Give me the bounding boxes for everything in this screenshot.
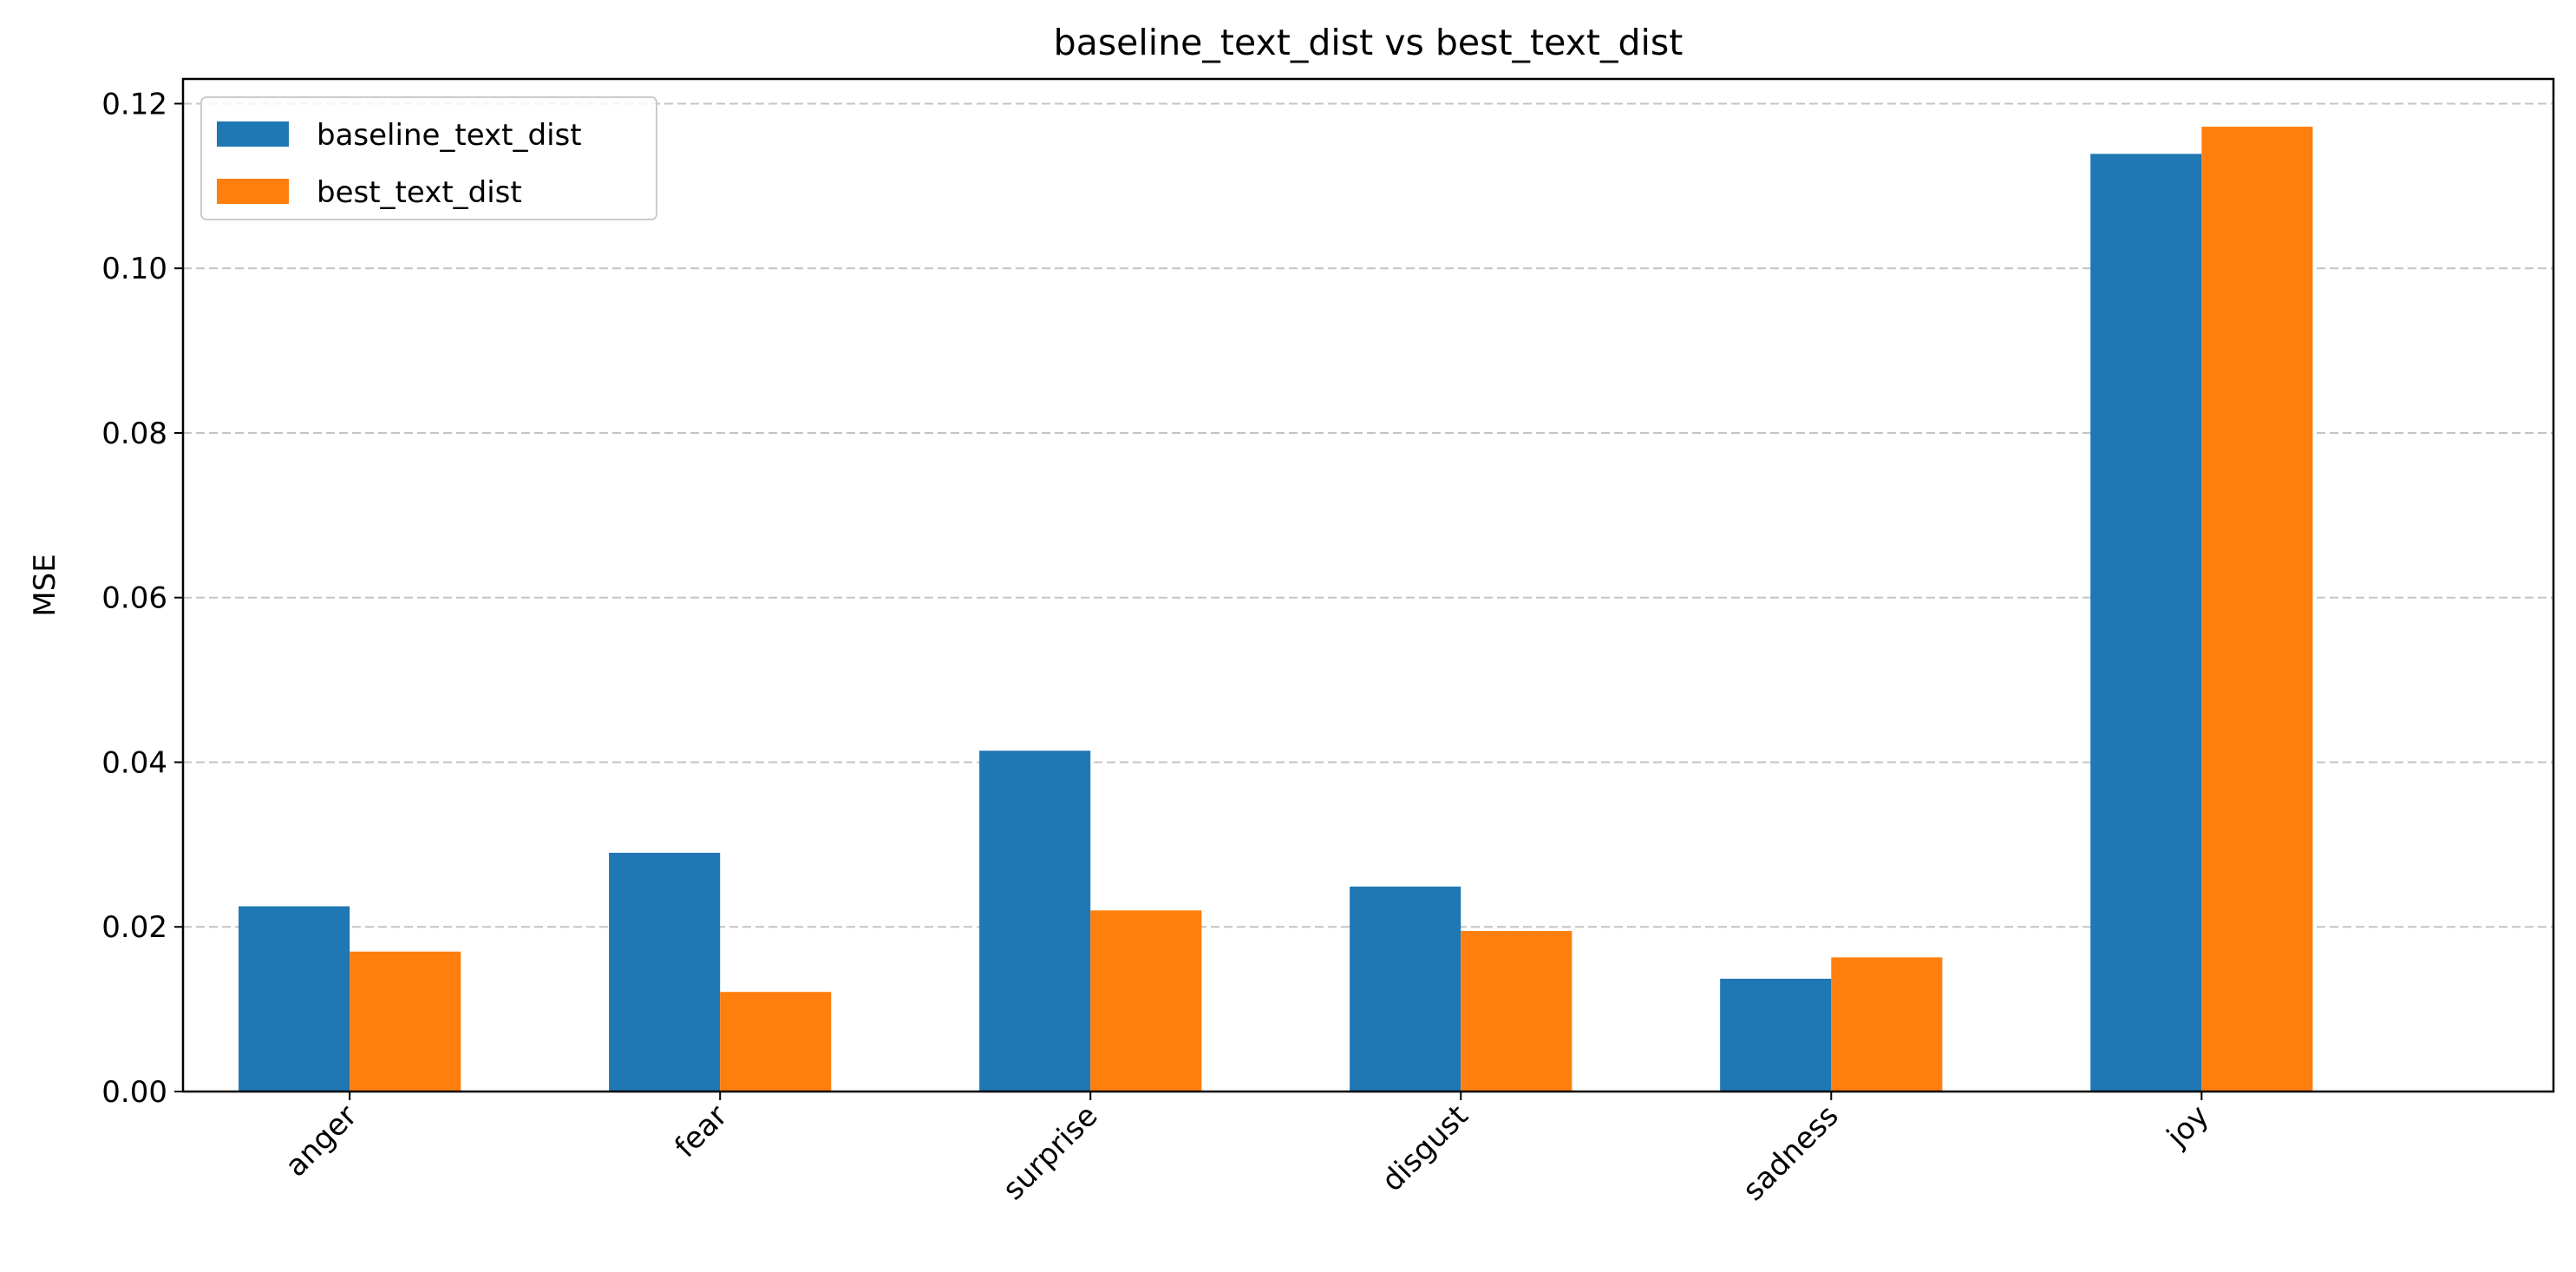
legend-swatch-best_text_dist	[217, 179, 289, 204]
y-tick-label: 0.02	[101, 910, 167, 945]
bar-best_text_dist-anger	[350, 951, 461, 1092]
bar-baseline_text_dist-fear	[609, 852, 721, 1092]
bar-best_text_dist-disgust	[1461, 930, 1572, 1092]
legend-label-baseline_text_dist: baseline_text_dist	[317, 118, 582, 153]
bar-baseline_text_dist-joy	[2090, 154, 2202, 1092]
y-tick-label: 0.06	[101, 581, 167, 616]
chart-title: baseline_text_dist vs best_text_dist	[1054, 22, 1684, 63]
bars	[239, 127, 2313, 1092]
legend-swatch-baseline_text_dist	[217, 121, 289, 147]
x-tick-label: sadness	[1736, 1098, 1846, 1208]
bar-baseline_text_dist-anger	[239, 906, 350, 1092]
bar-baseline_text_dist-sadness	[1720, 979, 1832, 1092]
y-tick-label: 0.12	[101, 87, 167, 121]
x-tick-label: fear	[668, 1098, 734, 1164]
legend-label-best_text_dist: best_text_dist	[317, 175, 522, 210]
legend-box	[200, 96, 657, 220]
x-tick-label: joy	[2160, 1098, 2216, 1155]
y-tick-label: 0.04	[101, 745, 167, 780]
plot-frame	[181, 77, 2555, 1093]
x-tick-label: surprise	[997, 1098, 1105, 1207]
y-tick-label: 0.00	[101, 1075, 167, 1110]
bar-best_text_dist-surprise	[1090, 910, 1202, 1092]
bar-best_text_dist-fear	[720, 992, 832, 1092]
x-tick-label: anger	[278, 1098, 363, 1183]
x-tick-label: disgust	[1375, 1098, 1474, 1198]
bar-baseline_text_dist-surprise	[979, 751, 1091, 1092]
legend: baseline_text_dist best_text_dist	[200, 96, 657, 220]
y-tick-label: 0.10	[101, 252, 167, 286]
bar-best_text_dist-joy	[2201, 127, 2313, 1092]
bar-best_text_dist-sadness	[1831, 957, 1943, 1092]
y-tick-label: 0.08	[101, 416, 167, 451]
y-axis-label: MSE	[28, 554, 62, 616]
bar-baseline_text_dist-disgust	[1350, 886, 1461, 1092]
